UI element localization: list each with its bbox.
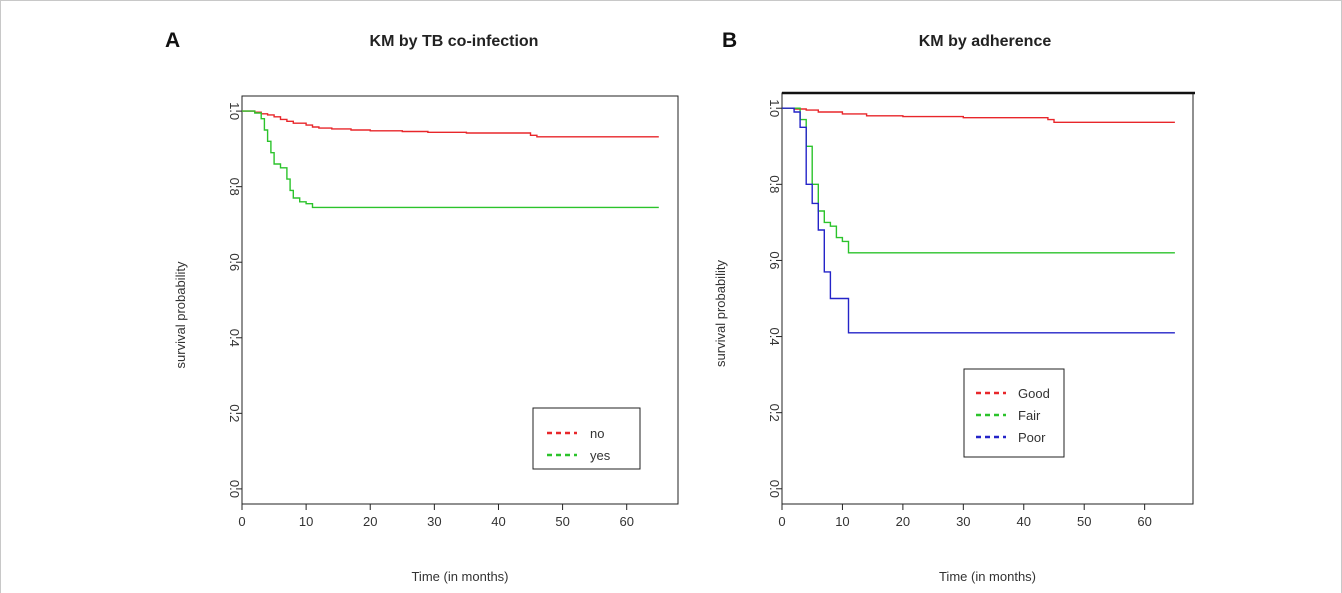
panel-b-y-axis-label: survival probability [713, 260, 728, 367]
legend-label-fair: Fair [1018, 408, 1041, 423]
x-tick-label: 40 [491, 514, 505, 529]
panel-b-legend: Good Fair Poor [963, 368, 1065, 458]
y-tick-label: 0.0 [227, 480, 242, 498]
panel-b-x-axis-label: Time (in months) [939, 569, 1036, 584]
x-tick-label: 0 [778, 514, 785, 529]
series-line-no [242, 110, 659, 138]
x-tick-label: 30 [956, 514, 970, 529]
panel-b-legend-box [963, 368, 1065, 458]
frame-top-border [0, 0, 1342, 1]
frame-left-border [0, 0, 1, 593]
y-tick-label: 1.0 [227, 102, 242, 120]
y-tick-label: 0.4 [227, 329, 242, 347]
series-line-poor [782, 107, 1175, 334]
y-tick-label: 0.8 [227, 178, 242, 196]
y-tick-label: 1.0 [767, 99, 782, 117]
y-tick-label: 0.6 [767, 251, 782, 269]
series-line-good [782, 107, 1175, 123]
panel-a-title: KM by TB co-infection [370, 33, 539, 50]
y-tick-label: 0.0 [767, 480, 782, 498]
x-tick-label: 60 [1137, 514, 1151, 529]
legend-label-yes: yes [590, 448, 611, 463]
y-tick-label: 0.8 [767, 175, 782, 193]
panel-a-x-axis-label: Time (in months) [411, 569, 508, 584]
x-tick-label: 10 [299, 514, 313, 529]
legend-label-no: no [590, 426, 604, 441]
y-tick-label: 0.2 [767, 404, 782, 422]
x-tick-label: 40 [1017, 514, 1031, 529]
x-tick-label: 20 [896, 514, 910, 529]
x-tick-label: 50 [1077, 514, 1091, 529]
x-tick-label: 0 [238, 514, 245, 529]
x-tick-label: 10 [835, 514, 849, 529]
panel-b-title: KM by adherence [919, 33, 1052, 50]
legend-label-poor: Poor [1018, 430, 1046, 445]
x-tick-label: 20 [363, 514, 377, 529]
x-tick-label: 30 [427, 514, 441, 529]
x-tick-label: 50 [555, 514, 569, 529]
panel-a-letter: A [165, 29, 180, 52]
panel-a-legend: no yes [532, 407, 641, 470]
y-tick-label: 0.2 [227, 404, 242, 422]
y-tick-label: 0.6 [227, 253, 242, 271]
panel-b-chart: B KM by adherence 0.0 0.2 0.4 0.6 0.8 1.0 0 10… [713, 29, 1195, 584]
panel-a-plot-box [241, 95, 679, 505]
panel-b-letter: B [722, 29, 737, 52]
series-line-fair [782, 107, 1175, 254]
legend-label-good: Good [1018, 386, 1050, 401]
panel-a-y-axis-label: survival probability [173, 261, 188, 368]
panel-a-legend-box [532, 407, 641, 470]
y-tick-label: 0.4 [767, 328, 782, 346]
x-tick-label: 60 [619, 514, 633, 529]
series-line-yes [242, 110, 659, 209]
panel-a-chart: A KM by TB co-infection 0.0 0.2 0.4 0.6 0.8 1… [165, 29, 679, 584]
